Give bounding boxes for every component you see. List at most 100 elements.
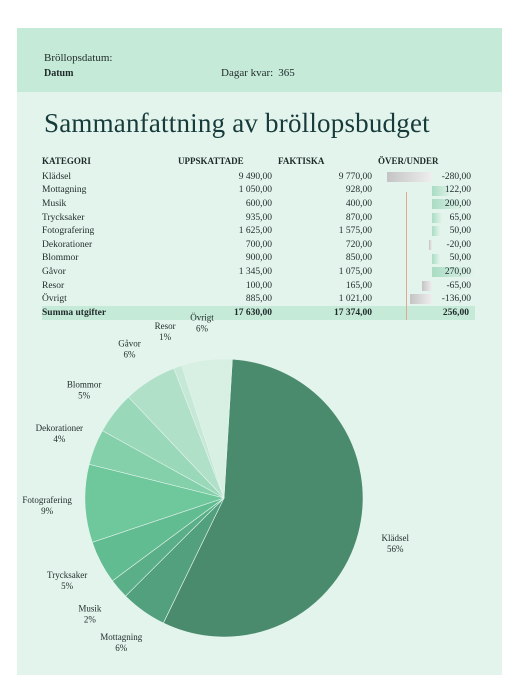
total-label: Summa utgifter xyxy=(42,305,178,320)
table-row: Fotografering 1 625,00 1 575,00 50,00 xyxy=(42,224,475,238)
difference-value: 65,00 xyxy=(449,212,471,223)
estimated-cell: 935,00 xyxy=(245,212,272,223)
difference-cell: 270,00 xyxy=(378,265,476,279)
table-row: Blommor 900,00 850,00 50,00 xyxy=(42,252,475,266)
pie-label-percent: 56% xyxy=(387,544,404,554)
header-banner: Bröllopsdatum: Datum Dagar kvar: 365 xyxy=(17,28,502,92)
actual-cell: 165,00 xyxy=(345,280,372,291)
pie-label: Gåvor 6% xyxy=(118,338,141,359)
difference-bar xyxy=(432,253,440,264)
column-header-category: KATEGORI xyxy=(42,155,91,166)
difference-cell: -280,00 xyxy=(378,170,475,184)
pie-label-category: Blommor xyxy=(67,380,102,390)
pie-label-category: Trycksaker xyxy=(47,570,87,580)
category-cell: Övrigt xyxy=(42,294,67,305)
difference-bar xyxy=(428,239,432,250)
expense-pie-chart: Klädsel 56%Mottagning 6%Musik 2%Trycksaker 5… xyxy=(22,312,409,653)
pie-label-percent: 6% xyxy=(196,323,209,333)
difference-bar xyxy=(410,294,432,305)
wedding-date-value[interactable]: Datum xyxy=(44,68,74,79)
actual-cell: 850,00 xyxy=(345,253,372,264)
difference-bar xyxy=(387,172,432,182)
wedding-date-label: Bröllopsdatum: xyxy=(44,52,113,64)
pie-label: Trycksaker 5% xyxy=(47,570,87,591)
difference-cell: -65,00 xyxy=(378,279,475,293)
difference-cell: 200,00 xyxy=(378,197,475,211)
category-cell: Mottagning xyxy=(42,185,87,196)
pie-label: Mottagning 6% xyxy=(100,632,142,653)
estimated-cell: 9 490,00 xyxy=(238,171,272,182)
estimated-cell: 700,00 xyxy=(245,239,272,250)
estimated-cell: 885,00 xyxy=(245,294,272,305)
column-header-difference: ÖVER/UNDER xyxy=(378,155,439,166)
pie-label: Blommor 5% xyxy=(67,380,102,401)
budget-table: KATEGORI UPPSKATTADE FAKTISKA ÖVER/UNDER… xyxy=(42,154,476,320)
pie-label: Fotografering 9% xyxy=(22,495,72,516)
category-cell: Musik xyxy=(42,198,67,209)
pie-label: Klädsel 56% xyxy=(381,533,409,554)
days-left-label: Dagar kvar: xyxy=(221,67,274,79)
estimated-cell: 100,00 xyxy=(245,280,272,291)
total-estimated: 17 630,00 xyxy=(178,305,278,320)
pie-label-percent: 6% xyxy=(123,349,135,359)
days-left-value: 365 xyxy=(278,67,295,79)
difference-value: -20,00 xyxy=(446,239,471,250)
pie-label-category: Musik xyxy=(78,604,102,614)
total-difference: 256,00 xyxy=(378,305,475,320)
total-row: Summa utgifter 17 630,00 17 374,00 256,00 xyxy=(42,305,475,320)
difference-bar xyxy=(432,185,452,196)
actual-cell: 928,00 xyxy=(345,185,372,196)
column-header-estimated: UPPSKATTADE xyxy=(178,155,244,166)
difference-value: -136,00 xyxy=(441,294,471,305)
difference-value: 270,00 xyxy=(444,266,471,277)
actual-cell: 1 575,00 xyxy=(338,226,372,237)
difference-cell: -20,00 xyxy=(378,238,475,252)
table-row: Resor 100,00 165,00 -65,00 xyxy=(42,279,475,293)
table-header-row: KATEGORI UPPSKATTADE FAKTISKA ÖVER/UNDER xyxy=(42,154,475,170)
pie-label-category: Övrigt xyxy=(190,312,214,322)
actual-cell: 1 021,00 xyxy=(338,294,372,305)
column-header-actual: FAKTISKA xyxy=(278,155,325,166)
pie-label-percent: 9% xyxy=(41,506,54,516)
category-cell: Gåvor xyxy=(42,266,66,277)
pie-slice xyxy=(162,358,364,638)
actual-cell: 400,00 xyxy=(345,198,372,209)
category-cell: Fotografering xyxy=(42,226,95,237)
difference-bar xyxy=(432,212,443,223)
table-row: Trycksaker 935,00 870,00 65,00 xyxy=(42,211,475,225)
difference-bar xyxy=(432,199,464,210)
pie-label-percent: 6% xyxy=(115,643,128,653)
table-row: Klädsel 9 490,00 9 770,00 -280,00 xyxy=(42,170,475,184)
budget-sheet: Bröllopsdatum: Datum Dagar kvar: 365 Samm… xyxy=(17,28,502,675)
pie-label-category: Fotografering xyxy=(22,495,72,505)
difference-value: 122,00 xyxy=(444,185,471,196)
pie-label-percent: 5% xyxy=(61,581,73,591)
difference-value: 50,00 xyxy=(449,226,471,237)
difference-bar xyxy=(421,280,432,291)
pie-slice xyxy=(181,358,233,499)
estimated-cell: 600,00 xyxy=(245,198,272,209)
page-title: Sammanfattning av bröllopsbudget xyxy=(44,108,430,138)
pie-label-percent: 4% xyxy=(53,434,66,444)
difference-bar xyxy=(432,226,440,237)
category-cell: Klädsel xyxy=(42,171,72,182)
table-row: Dekorationer 700,00 720,00 -20,00 xyxy=(42,238,475,252)
difference-cell: 122,00 xyxy=(378,184,475,198)
table-row: Musik 600,00 400,00 200,00 xyxy=(42,197,475,211)
pie-label-percent: 2% xyxy=(84,615,97,625)
category-cell: Resor xyxy=(42,280,65,291)
difference-cell: 50,00 xyxy=(378,224,475,238)
category-cell: Blommor xyxy=(42,253,79,264)
difference-value: 200,00 xyxy=(444,198,471,209)
difference-axis-line xyxy=(406,192,407,320)
actual-cell: 1 075,00 xyxy=(338,266,372,277)
table-row: Mottagning 1 050,00 928,00 122,00 xyxy=(42,184,475,198)
pie-label: Dekorationer 4% xyxy=(36,423,83,444)
difference-cell: 65,00 xyxy=(378,211,475,225)
days-left: Dagar kvar: 365 xyxy=(221,67,295,79)
pie-label-category: Mottagning xyxy=(100,632,142,642)
actual-cell: 870,00 xyxy=(345,212,372,223)
pie-label-category: Klädsel xyxy=(381,533,409,543)
pie-label-category: Dekorationer xyxy=(36,423,83,433)
estimated-cell: 1 050,00 xyxy=(238,185,272,196)
